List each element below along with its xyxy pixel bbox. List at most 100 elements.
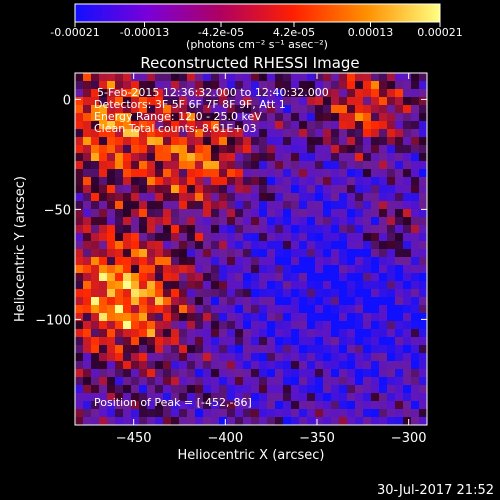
heatmap-cell [363,185,372,194]
colorbar-tick-label: -0.00021 [50,26,99,39]
heatmap-cell [419,345,427,354]
heatmap-cell [331,137,340,146]
heatmap-cell [91,385,100,394]
heatmap-cell [163,89,172,98]
heatmap-cell [411,281,420,290]
heatmap-cell [283,377,292,386]
heatmap-cell [387,273,396,282]
heatmap-cell [115,105,124,114]
heatmap-cell [259,329,268,338]
heatmap-cell [419,401,427,410]
heatmap-cell [387,137,396,146]
heatmap-cell [99,193,108,202]
heatmap-cell [195,321,204,330]
heatmap-cell [235,233,244,242]
heatmap-cell [179,257,188,266]
y-axis-ticks: 0−50−100 [35,93,427,328]
heatmap-cell [163,401,172,410]
heatmap-cell [99,393,108,402]
heatmap-cell [379,217,388,226]
heatmap-cell [347,225,356,234]
y-tick-label: −50 [44,203,71,218]
heatmap-cell [211,353,220,362]
heatmap-cell [99,361,108,370]
heatmap-cell [123,137,132,146]
heatmap-cell [403,105,412,114]
heatmap-cell [139,73,148,82]
heatmap-cell [195,185,204,194]
heatmap-cell [299,145,308,154]
heatmap-cell [363,385,372,394]
heatmap-cell [259,121,268,130]
heatmap-cell [323,177,332,186]
heatmap-cell [243,321,252,330]
heatmap-cell [203,369,212,378]
heatmap-cell [251,313,260,322]
heatmap-cell [387,233,396,242]
heatmap-cell [387,161,396,170]
heatmap-cell [203,345,212,354]
heatmap-cell [235,281,244,290]
heatmap-cell [91,289,100,298]
heatmap-cell [75,153,84,162]
heatmap-cell [75,369,84,378]
heatmap-cell [363,329,372,338]
heatmap-cell [75,113,84,122]
heatmap-cell [347,73,356,82]
heatmap-cell [219,113,228,122]
heatmap-cell [203,305,212,314]
heatmap-cell [99,201,108,210]
heatmap-cell [99,113,108,122]
heatmap-cell [179,321,188,330]
heatmap-cell [275,121,284,130]
heatmap-cell [379,137,388,146]
heatmap-cell [83,329,92,338]
heatmap-cell [211,393,220,402]
heatmap-cell [411,297,420,306]
heatmap-cell [259,249,268,258]
heatmap-cell [115,297,124,306]
heatmap-cell [315,89,324,98]
heatmap-cell [243,305,252,314]
heatmap-cell [219,417,228,425]
heatmap-cell [195,305,204,314]
heatmap-cell [331,225,340,234]
heatmap-cell [363,89,372,98]
heatmap-cell [395,377,404,386]
heatmap-cell [147,225,156,234]
heatmap-cell [195,409,204,418]
heatmap-cell [195,329,204,338]
heatmap-cell [259,113,268,122]
heatmap-cell [323,377,332,386]
heatmap-cell [235,113,244,122]
heatmap-cell [267,345,276,354]
heatmap-cell [123,105,132,114]
heatmap-cell [243,169,252,178]
heatmap-cell [83,105,92,114]
heatmap-cell [307,385,316,394]
heatmap-cell [179,273,188,282]
heatmap-cell [91,137,100,146]
heatmap-cell [411,233,420,242]
heatmap-cell [275,257,284,266]
heatmap-cell [171,313,180,322]
heatmap-cell [331,209,340,218]
heatmap-cell [75,417,84,425]
heatmap-cell [355,169,364,178]
heatmap-cell [355,145,364,154]
heatmap-cell [163,177,172,186]
heatmap-cell [179,185,188,194]
x-tick-label: −300 [391,431,427,446]
heatmap-cell [419,281,427,290]
heatmap-cell [411,409,420,418]
heatmap-cell [139,233,148,242]
heatmap-cell [91,345,100,354]
heatmap-cell [259,161,268,170]
heatmap-cell [219,233,228,242]
heatmap-cell [299,121,308,130]
heatmap-cell [83,81,92,90]
heatmap-cell [411,313,420,322]
heatmap-cell [299,97,308,106]
heatmap-cell [115,89,124,98]
heatmap-cell [123,113,132,122]
